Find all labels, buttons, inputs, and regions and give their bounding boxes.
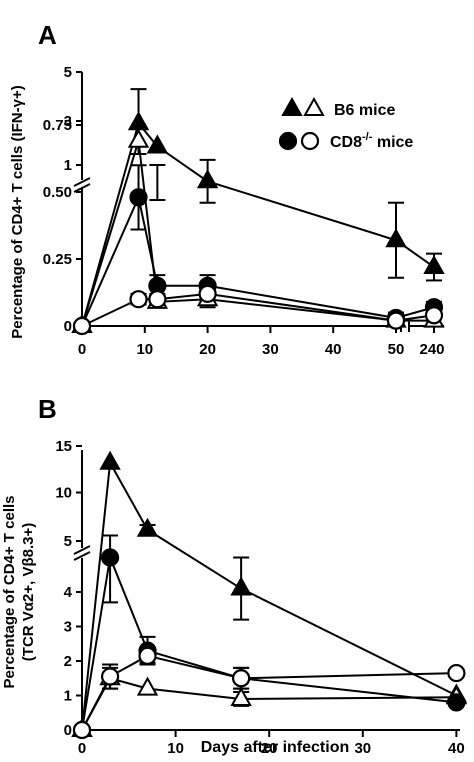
panel-a-point-filled-triangle (146, 134, 169, 154)
panel-a-y-break-2 (73, 183, 91, 193)
panel-a-ytick-label: 0.75 (43, 117, 72, 134)
svg-text:Percentage of CD4+ T cells: Percentage of CD4+ T cells (1, 496, 18, 689)
panel-b-point-filled-circle (100, 548, 120, 567)
panel-a-point-open-circle (424, 306, 444, 325)
panel-b-ytick-label: 10 (55, 485, 72, 502)
panel-a-point-filled-circle (129, 188, 148, 207)
panel-b-point-open-circle (138, 646, 157, 665)
panel-a-ytick-label: 0.50 (43, 184, 72, 201)
panel-b-point-open-circle (100, 667, 120, 686)
panel-a-point-open-circle (72, 316, 92, 336)
panel-b-y-break-2 (73, 551, 91, 561)
panel-a-ytick-label: 3 (64, 113, 72, 130)
legend-label-cd8: CD8-/- mice (330, 131, 413, 151)
panel-b-xtick-label: 10 (167, 740, 184, 757)
panel-b-point-open-triangle (230, 686, 252, 706)
panel-a-point-filled-triangle (423, 255, 445, 275)
panel-a-xtick-label: 240 (419, 341, 444, 358)
panel-b-xlabel: Days after infection (201, 739, 349, 756)
panel-b-series-line (81, 677, 457, 731)
panel-b-series-line (81, 459, 457, 731)
panel-b-point-open-circle (232, 669, 251, 688)
panel-a-point-open-circle (129, 290, 148, 309)
panel-a-legend: B6 mice CD8-/- mice (278, 96, 413, 151)
panel-b-ytick-label: 2 (64, 653, 72, 670)
legend-label-b6: B6 mice (334, 102, 395, 119)
svg-text:(TCR Vα2+, Vβ8.3+): (TCR Vα2+, Vβ8.3+) (20, 523, 37, 661)
panel-a-point-open-circle (198, 284, 217, 303)
panel-a-point-filled-triangle (196, 169, 219, 189)
panel-b-letter: B (38, 394, 57, 424)
panel-b-ytick-label: 0 (64, 722, 72, 739)
panel-b-xtick-label: 40 (448, 740, 465, 757)
panel-b-point-open-circle (72, 720, 92, 740)
panel-a-xtick-label: 20 (199, 341, 216, 358)
legend-open-triangle (303, 96, 325, 116)
panel-b-y-break-1 (73, 545, 91, 555)
panel-b-point-filled-triangle (230, 576, 252, 596)
panel-a-xtick-label: 10 (136, 341, 153, 358)
panel-a-point-open-circle (148, 290, 167, 309)
panel-b-point-open-triangle (136, 676, 159, 696)
panel-a-xtick-label: 40 (325, 341, 342, 358)
panel-b-xtick-label: 20 (261, 740, 278, 757)
panel-b-plot: 0 1 2 3 4 5 10 15 0 10 20 30 40 (55, 438, 468, 757)
panel-a-ytick-label: 0 (64, 318, 72, 335)
panel-b-ylabel: Percentage of CD4+ T cells (TCR Vα2+, Vβ… (1, 496, 37, 689)
panel-a-point-open-circle (386, 311, 406, 330)
panel-b-xtick-label: 30 (354, 740, 371, 757)
panel-b-ytick-label: 1 (64, 688, 72, 705)
panel-a-ytick-label: 1 (64, 157, 72, 174)
panel-b-ytick-label: 5 (64, 533, 72, 550)
panel-a-xtick-label: 50 (388, 341, 405, 358)
panel-b-ytick-label: 4 (64, 584, 73, 601)
panel-a-ytick-label: 5 (64, 64, 72, 81)
panel-a-point-filled-triangle (127, 111, 150, 131)
panel-b-ytick-label: 3 (64, 619, 72, 636)
panel-a-xtick-label: 0 (78, 341, 86, 358)
legend-open-circle (300, 131, 320, 151)
panel-b-xtick-label: 0 (78, 740, 86, 757)
panel-a-ylabel: Percentage of CD4+ T cells (IFN-γ+) (9, 85, 26, 338)
panel-b-series-line (81, 553, 457, 731)
panel-b-point-filled-triangle (99, 450, 121, 470)
panel-b-point-filled-circle (447, 693, 466, 712)
panel-a-point-open-triangle (127, 128, 150, 148)
panel-a-ytick-label: 0.25 (43, 251, 72, 268)
panel-a-y-break-1 (73, 177, 91, 187)
panel-b-point-open-circle (447, 663, 466, 683)
panel-b-ytick-label: 15 (55, 438, 72, 455)
panel-a-letter: A (38, 20, 57, 50)
legend-filled-triangle (281, 96, 303, 116)
panel-a-xtick-label: 30 (262, 341, 279, 358)
panel-a-point-filled-triangle (385, 228, 407, 248)
legend-filled-circle (278, 131, 298, 151)
panel-b-point-filled-triangle (136, 517, 159, 537)
